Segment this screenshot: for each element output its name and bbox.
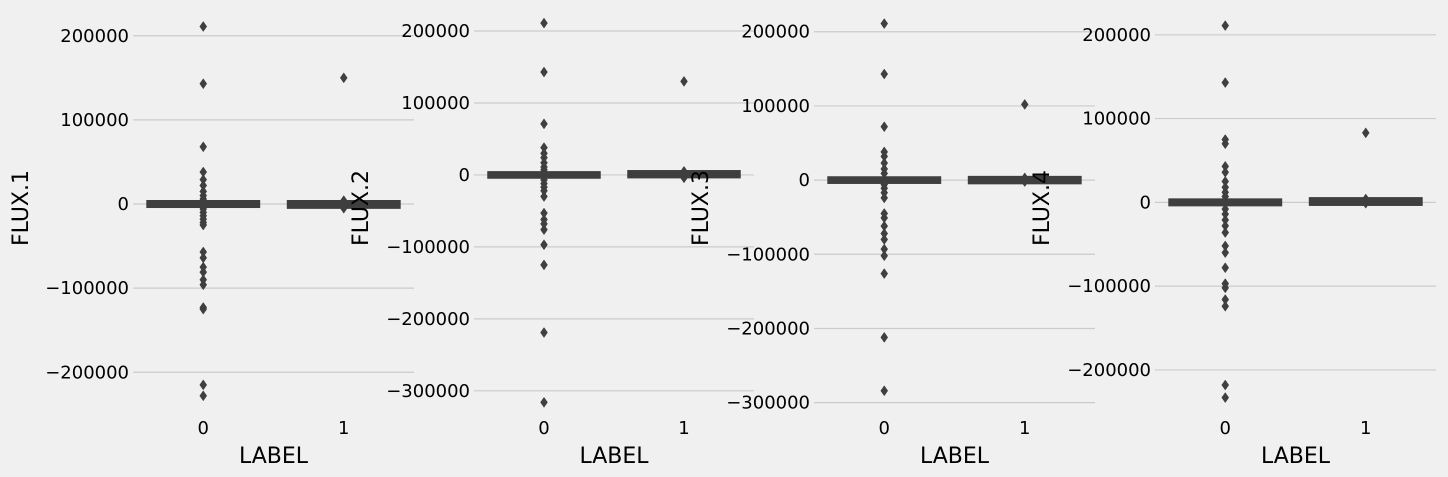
- outlier-point: [199, 390, 208, 402]
- outlier-point: [880, 331, 889, 343]
- outlier-point: [1221, 20, 1230, 32]
- y-tick-label: 0: [1140, 192, 1151, 213]
- outlier-point: [880, 68, 889, 80]
- outlier-point: [1221, 247, 1230, 259]
- outlier-point: [540, 239, 548, 251]
- y-tick-label: −200000: [1067, 360, 1151, 381]
- outlier-point: [540, 259, 548, 271]
- outlier-point: [339, 202, 348, 214]
- y-tick-label: −100000: [386, 237, 470, 258]
- y-tick-label: 0: [118, 194, 129, 215]
- outlier-point: [540, 191, 548, 202]
- outlier-point: [880, 192, 889, 204]
- outlier-point: [1221, 300, 1230, 312]
- outlier-point: [199, 78, 208, 90]
- outlier-point: [680, 75, 688, 87]
- outlier-point: [880, 385, 889, 397]
- y-tick-label: −200000: [726, 318, 810, 339]
- x-axis-label: LABEL: [920, 444, 990, 469]
- outlier-point: [199, 219, 208, 231]
- y-axis-label: FLUX.1: [9, 170, 34, 246]
- outlier-point: [540, 396, 548, 408]
- outlier-point: [540, 17, 548, 29]
- outlier-point: [540, 327, 548, 338]
- y-tick-label: −300000: [726, 393, 810, 414]
- outlier-point: [1221, 392, 1230, 404]
- y-tick-label: −300000: [386, 381, 470, 402]
- y-tick-label: −200000: [45, 362, 129, 383]
- x-tick-label: 1: [678, 418, 689, 439]
- outlier-point: [199, 21, 208, 32]
- y-axis-label: FLUX.3: [689, 170, 714, 246]
- subplot-3: −300000 −200000 −100000 0 100000 200000 0 1 LABE…: [689, 18, 1095, 469]
- outlier-point: [1020, 99, 1029, 110]
- x-tick-label: 1: [1360, 418, 1371, 439]
- x-axis-label: LABEL: [239, 444, 309, 469]
- outlier-point: [540, 118, 548, 130]
- y-tick-label: 200000: [401, 21, 470, 42]
- y-tick-label: −100000: [1067, 276, 1151, 297]
- box-1: [286, 72, 401, 214]
- y-tick-label: 0: [459, 165, 470, 186]
- x-tick-label: 1: [338, 418, 349, 439]
- y-tick-label: 100000: [741, 96, 810, 117]
- y-tick-label: −100000: [726, 244, 810, 265]
- y-tick-label: 100000: [60, 110, 129, 131]
- outlier-point: [199, 141, 208, 153]
- outlier-point: [1361, 197, 1370, 209]
- outlier-point: [1221, 77, 1230, 88]
- y-tick-label: 200000: [60, 26, 129, 47]
- y-axis-label: FLUX.2: [349, 170, 374, 246]
- outlier-point: [339, 72, 348, 84]
- outlier-point: [1221, 379, 1230, 391]
- outlier-point: [1221, 227, 1230, 238]
- outlier-point: [880, 250, 889, 262]
- outlier-point: [1221, 191, 1230, 202]
- box-0: [146, 21, 261, 402]
- y-tick-label: −200000: [386, 309, 470, 330]
- x-axis-label: LABEL: [1261, 444, 1331, 469]
- outlier-point: [1221, 262, 1230, 274]
- outlier-point: [880, 121, 889, 133]
- y-axis-label: FLUX.4: [1030, 170, 1055, 246]
- outlier-point: [880, 167, 889, 179]
- box-1: [967, 99, 1082, 188]
- subplot-4: −200000 −100000 0 100000 200000 0 1 LABEL FLUX.4: [1030, 20, 1436, 469]
- box-0: [1168, 20, 1283, 404]
- outlier-point: [880, 268, 889, 280]
- outlier-point: [1361, 127, 1370, 139]
- outlier-point: [1020, 176, 1029, 188]
- outlier-point: [540, 224, 548, 236]
- outlier-point: [680, 172, 688, 184]
- box-0: [827, 18, 942, 397]
- x-tick-label: 0: [879, 418, 890, 439]
- y-tick-label: 200000: [1082, 25, 1151, 46]
- x-tick-label: 0: [538, 418, 549, 439]
- y-tick-label: 0: [799, 170, 810, 191]
- subplot-2: −300000 −200000 −100000 0 100000 200000 0 1 LABE…: [349, 17, 754, 469]
- outlier-point: [880, 18, 889, 30]
- outlier-point: [199, 279, 208, 291]
- y-tick-label: 100000: [401, 93, 470, 114]
- y-tick-label: 100000: [1082, 109, 1151, 130]
- outlier-point: [1221, 282, 1230, 294]
- x-tick-label: 0: [198, 418, 209, 439]
- x-tick-label: 1: [1019, 418, 1030, 439]
- outlier-point: [199, 303, 208, 315]
- outlier-point: [1221, 138, 1230, 150]
- box-0: [487, 17, 601, 408]
- y-tick-label: −100000: [45, 278, 129, 299]
- y-tick-label: 200000: [741, 22, 810, 43]
- x-tick-label: 0: [1220, 418, 1231, 439]
- outlier-point: [199, 379, 208, 391]
- subplot-1: −200000 −100000 0 100000 200000 0 1 LABEL FLUX.1: [9, 21, 414, 469]
- outlier-point: [540, 66, 548, 78]
- x-axis-label: LABEL: [579, 444, 649, 469]
- box-1: [1308, 127, 1423, 209]
- box-1: [627, 75, 741, 184]
